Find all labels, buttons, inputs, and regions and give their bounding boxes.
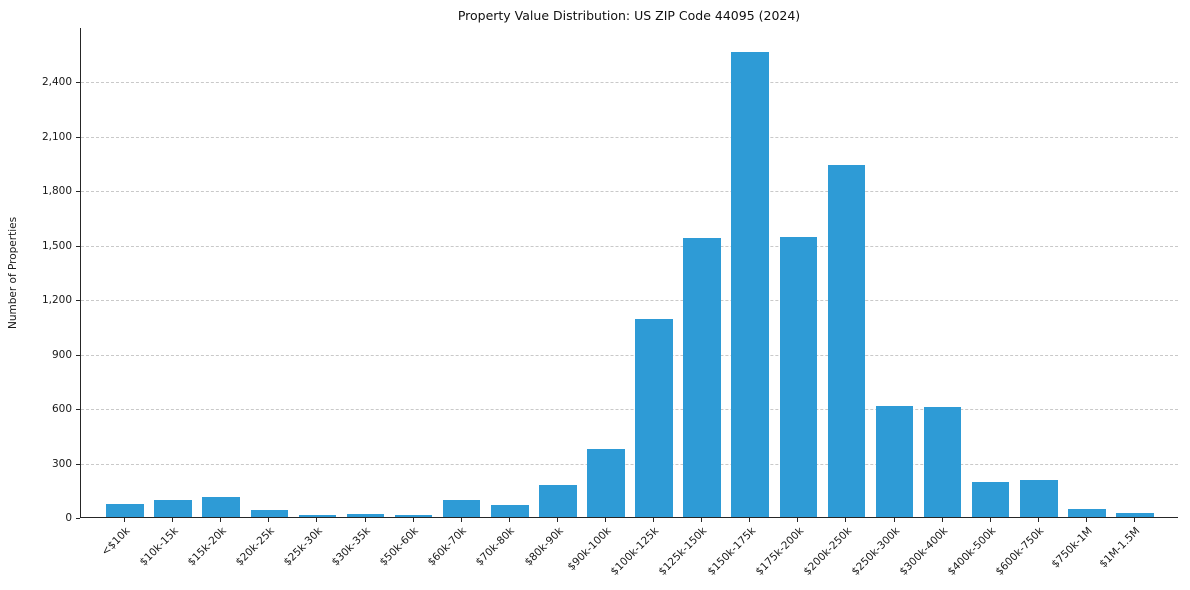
bar <box>731 52 769 517</box>
x-tick-mark <box>316 518 318 522</box>
x-tick-label: $1M-1.5M <box>994 525 1142 570</box>
y-tick-label: 1,200 <box>41 294 72 307</box>
bar <box>442 499 481 517</box>
x-tick-mark <box>124 518 126 522</box>
x-tick-mark <box>1133 518 1135 522</box>
chart-title: Property Value Distribution: US ZIP Code… <box>457 8 801 23</box>
y-tick-label: 0 <box>65 512 72 524</box>
y-tick-mark <box>76 518 80 519</box>
x-tick-mark <box>1037 518 1039 522</box>
x-tick-mark <box>172 518 174 522</box>
bar <box>587 448 625 517</box>
bar <box>779 236 818 517</box>
x-tick-mark <box>604 518 606 522</box>
y-tick-mark <box>76 245 80 247</box>
bar <box>827 164 866 517</box>
y-axis-label: Number of Properties <box>7 216 19 330</box>
bar <box>298 514 337 517</box>
x-tick-mark <box>797 518 799 522</box>
y-tick-mark <box>76 463 80 465</box>
x-tick-label-text: $1M-1.5M <box>1097 525 1143 571</box>
gridline <box>81 245 1178 247</box>
x-tick-mark <box>653 518 655 522</box>
bar <box>346 514 385 517</box>
y-tick-label: 900 <box>51 348 72 361</box>
bar <box>539 485 577 517</box>
x-tick-mark <box>460 518 462 522</box>
bar <box>1020 479 1058 517</box>
gridline <box>81 136 1178 138</box>
bar <box>394 515 433 517</box>
bar <box>683 238 721 517</box>
y-tick-label: 1,500 <box>41 239 72 252</box>
gridline <box>81 463 1178 465</box>
gridline <box>81 409 1178 411</box>
bar <box>250 509 289 517</box>
y-tick-mark <box>76 300 80 302</box>
x-tick-mark <box>701 518 703 522</box>
bar <box>154 499 192 517</box>
y-tick-label: 2,400 <box>41 76 72 89</box>
bar <box>1116 513 1154 517</box>
gridline <box>81 82 1178 84</box>
gridline <box>81 300 1178 302</box>
y-tick-mark <box>76 191 80 193</box>
x-tick-mark <box>364 518 366 522</box>
bar <box>1068 508 1106 517</box>
x-tick-mark <box>412 518 414 522</box>
x-tick-mark <box>989 518 991 522</box>
x-tick-mark <box>1085 518 1087 522</box>
gridline <box>81 191 1178 193</box>
bar <box>875 406 914 517</box>
y-tick-mark <box>76 82 80 84</box>
y-tick-label: 300 <box>51 457 72 470</box>
bar <box>923 407 962 517</box>
y-tick-mark <box>76 409 80 411</box>
y-tick-label: 2,100 <box>41 130 72 143</box>
y-tick-label: 600 <box>51 403 72 416</box>
bar <box>491 505 529 517</box>
gridline <box>81 354 1178 356</box>
y-tick-mark <box>76 136 80 138</box>
x-tick-mark <box>508 518 510 522</box>
x-tick-mark <box>268 518 270 522</box>
x-tick-mark <box>556 518 558 522</box>
y-tick-label: 1,800 <box>41 185 72 198</box>
bar <box>635 319 673 517</box>
y-tick-mark <box>76 354 80 356</box>
bar <box>202 497 240 517</box>
x-tick-mark <box>845 518 847 522</box>
bar <box>106 504 144 517</box>
x-tick-mark <box>220 518 222 522</box>
x-tick-mark <box>941 518 943 522</box>
x-tick-mark <box>749 518 751 522</box>
x-tick-mark <box>893 518 895 522</box>
bar <box>971 481 1010 517</box>
plot-area <box>80 28 1178 518</box>
